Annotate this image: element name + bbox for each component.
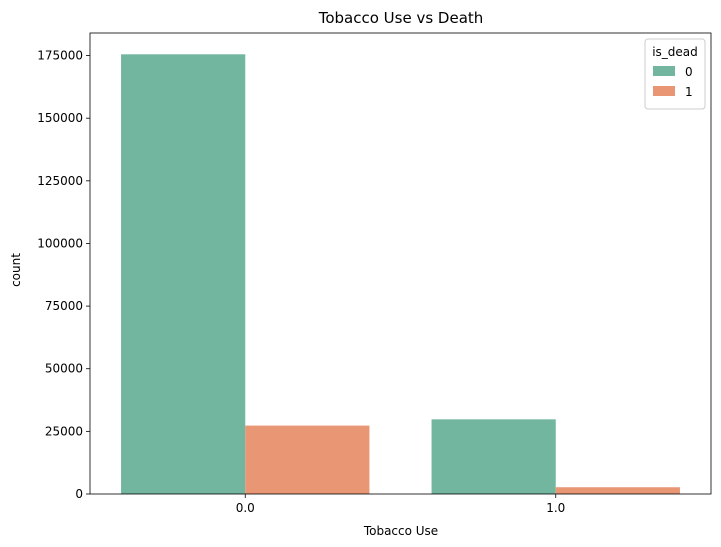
legend-label-0: 0: [685, 65, 693, 79]
legend-swatch-0: [653, 66, 675, 76]
y-tick-label: 50000: [45, 362, 83, 376]
y-tick-label: 25000: [45, 424, 83, 438]
bar-series-0-0.0: [121, 54, 246, 494]
bar-series-0-1.0: [431, 419, 556, 494]
y-tick-label: 125000: [37, 174, 83, 188]
y-tick-label: 75000: [45, 299, 83, 313]
x-tick-label: 0.0: [236, 501, 255, 515]
x-axis-label: Tobacco Use: [363, 524, 438, 538]
y-tick-label: 0: [75, 487, 83, 501]
legend-label-1: 1: [685, 85, 693, 99]
x-tick-label: 1.0: [546, 501, 565, 515]
legend: is_dead 0 1: [644, 38, 706, 110]
chart-title: Tobacco Use vs Death: [318, 9, 484, 27]
bar-series-1-1.0: [555, 487, 680, 494]
y-tick-label: 175000: [37, 49, 83, 63]
legend-swatch-1: [653, 86, 675, 96]
plot-frame: [89, 32, 712, 495]
y-tick-label: 150000: [37, 111, 83, 125]
bar-series-1-0.0: [245, 425, 370, 494]
legend-title: is_dead: [652, 45, 698, 59]
y-axis-label: count: [9, 253, 23, 287]
y-tick-label: 100000: [37, 236, 83, 250]
